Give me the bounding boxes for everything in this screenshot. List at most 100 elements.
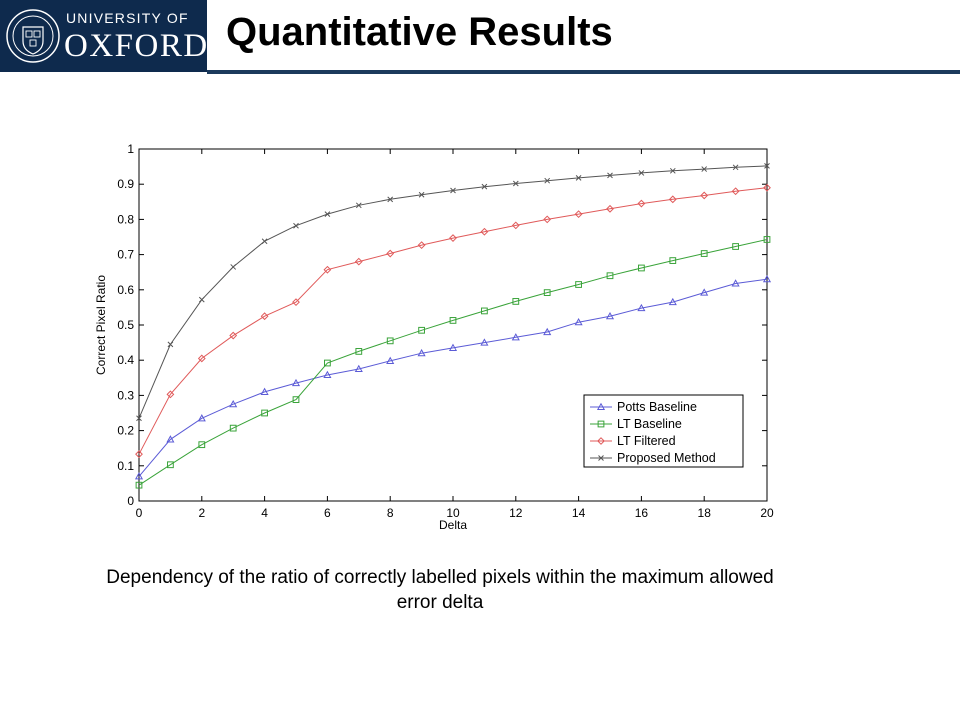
- y-tick-label: 0.5: [117, 318, 134, 332]
- data-point: [700, 250, 708, 257]
- data-point: [448, 343, 458, 351]
- data-point: [669, 257, 677, 264]
- data-point: [229, 424, 237, 432]
- data-point: [355, 348, 363, 355]
- y-tick-label: 0: [127, 494, 134, 508]
- data-point: [418, 191, 425, 198]
- oxford-crest-icon: [6, 9, 60, 63]
- data-point: [575, 281, 582, 288]
- data-point: [354, 364, 363, 373]
- x-tick-label: 2: [198, 506, 205, 520]
- series-line: [138, 239, 768, 486]
- x-tick-label: 14: [572, 506, 586, 520]
- data-point: [732, 243, 739, 250]
- data-point: [135, 481, 143, 489]
- data-point: [574, 317, 583, 326]
- data-point: [261, 238, 268, 245]
- data-point: [669, 167, 676, 174]
- data-point: [197, 354, 206, 363]
- data-point: [324, 211, 331, 217]
- data-point: [167, 341, 174, 348]
- legend-label: LT Baseline: [617, 417, 682, 431]
- y-tick-label: 0.6: [117, 283, 134, 297]
- data-point: [762, 275, 772, 283]
- data-point: [638, 170, 645, 176]
- data-point: [543, 289, 551, 296]
- data-point: [606, 204, 614, 213]
- data-point: [293, 222, 299, 229]
- data-point: [198, 296, 205, 303]
- data-point: [229, 331, 238, 340]
- data-point: [166, 435, 175, 443]
- data-point: [637, 199, 646, 208]
- data-point: [763, 183, 771, 192]
- data-point: [261, 409, 268, 417]
- data-point: [543, 327, 552, 336]
- data-point: [764, 163, 770, 169]
- data-point: [481, 307, 488, 315]
- x-tick-label: 20: [760, 506, 774, 520]
- y-tick-label: 1: [127, 142, 134, 156]
- data-point: [418, 326, 425, 334]
- data-point: [668, 195, 677, 204]
- y-axis-label: Correct Pixel Ratio: [94, 275, 108, 375]
- y-tick-label: 0.9: [117, 177, 134, 191]
- series-line: [138, 187, 768, 455]
- data-point: [229, 399, 238, 408]
- y-tick-label: 0.3: [117, 388, 134, 402]
- data-point: [355, 202, 362, 209]
- header-divider: [207, 70, 960, 74]
- data-point: [387, 196, 394, 203]
- figure-caption: Dependency of the ratio of correctly lab…: [106, 567, 774, 613]
- x-axis-label: Delta: [439, 518, 467, 532]
- data-point: [323, 370, 332, 379]
- data-point: [732, 164, 739, 171]
- data-point: [260, 312, 269, 321]
- data-point: [292, 396, 300, 404]
- data-point: [292, 298, 300, 307]
- data-point: [543, 215, 552, 224]
- data-point: [512, 298, 520, 305]
- logo-university-text: UNIVERSITY OF: [66, 10, 189, 26]
- data-point: [230, 264, 237, 270]
- data-point: [136, 415, 142, 422]
- data-point: [638, 264, 645, 272]
- data-point: [511, 221, 520, 230]
- data-point: [417, 241, 426, 250]
- x-tick-label: 16: [635, 506, 649, 520]
- legend-marker: [597, 420, 605, 428]
- data-point: [324, 359, 331, 367]
- series-line: [138, 165, 768, 419]
- data-point: [700, 191, 709, 200]
- legend-marker: [597, 437, 605, 445]
- data-point: [449, 234, 457, 242]
- data-point: [354, 257, 363, 266]
- series-line: [138, 278, 768, 477]
- data-point: [480, 227, 489, 236]
- legend-label: Potts Baseline: [617, 400, 697, 414]
- y-tick-label: 0.8: [117, 212, 134, 226]
- y-tick-label: 0.2: [117, 424, 134, 438]
- data-point: [731, 279, 740, 287]
- x-tick-label: 10: [446, 506, 460, 520]
- data-point: [575, 175, 582, 181]
- data-point: [198, 441, 206, 449]
- data-point: [481, 183, 488, 190]
- data-point: [166, 390, 175, 399]
- data-point: [480, 338, 489, 346]
- page-title: Quantitative Results: [226, 10, 613, 54]
- data-point: [700, 288, 709, 296]
- x-tick-label: 6: [324, 506, 331, 520]
- x-tick-label: 0: [136, 506, 143, 520]
- legend-label: LT Filtered: [617, 434, 676, 448]
- data-point: [450, 187, 456, 194]
- data-point: [763, 236, 771, 243]
- line-chart: 00.10.20.30.40.50.60.70.80.910 2 4 6 8 10 12 14…: [94, 142, 774, 532]
- data-point: [605, 311, 615, 320]
- data-point: [291, 378, 301, 387]
- data-point: [134, 472, 144, 480]
- data-point: [323, 265, 332, 274]
- x-tick-label: 8: [387, 506, 394, 520]
- data-point: [449, 317, 457, 324]
- y-tick-label: 0.7: [117, 248, 134, 262]
